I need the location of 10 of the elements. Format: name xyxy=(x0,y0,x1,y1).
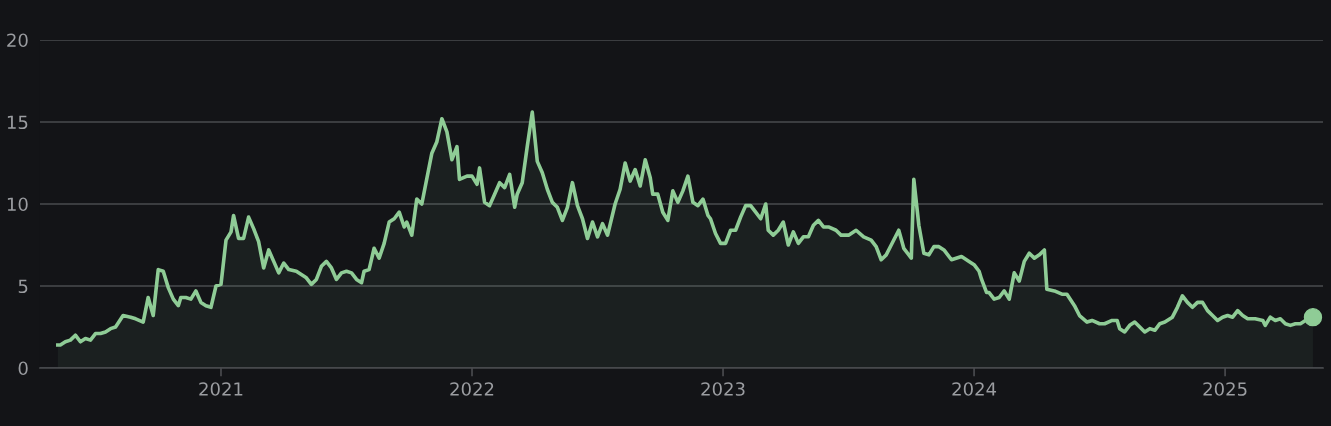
y-tick-label: 20 xyxy=(7,33,28,48)
x-tick-label: 2023 xyxy=(701,382,745,396)
x-tick-label: 2022 xyxy=(450,382,494,396)
x-tick-label: 2025 xyxy=(1203,382,1247,396)
y-tick-label: 15 xyxy=(7,115,28,130)
y-tick-label: 10 xyxy=(7,197,28,212)
x-tick-label: 2024 xyxy=(952,382,997,396)
y-tick-label: 0 xyxy=(18,361,28,376)
x-tick-label: 2021 xyxy=(199,382,243,396)
y-tick-label: 5 xyxy=(18,279,28,294)
